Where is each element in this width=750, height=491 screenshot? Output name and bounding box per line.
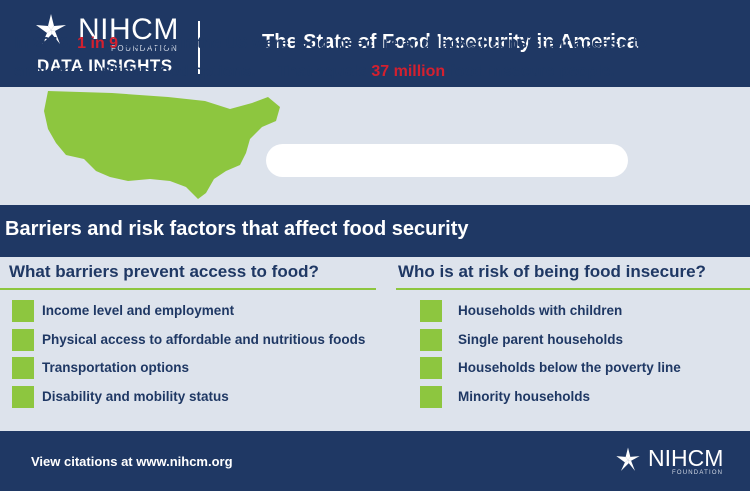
- footer-logo-brand-text: NIHCM: [648, 445, 724, 471]
- logo-foundation-text: FOUNDATION: [111, 44, 179, 53]
- stat-text: In 2018,: [14, 35, 78, 52]
- page-title: The State of Food Insecurity in America: [262, 31, 638, 53]
- barriers-panel: [0, 257, 390, 431]
- green-square-icon: [12, 300, 34, 322]
- stat-ratio: 1 in 9: [77, 35, 119, 52]
- risk-heading: Who is at risk of being food insecure?: [398, 262, 706, 281]
- header-banner: [0, 0, 750, 87]
- us-map-icon: [44, 91, 280, 199]
- green-square-icon: [420, 357, 442, 379]
- stat-text: people in the US were food insecure and …: [118, 35, 648, 52]
- stat-highlight-pill: [266, 144, 628, 177]
- green-square-icon: [12, 357, 34, 379]
- stat-sentence-line1: In 2018, 1 in 9 people in the US were fo…: [14, 35, 647, 53]
- green-square-icon: [12, 386, 34, 408]
- list-item-label: Disability and mobility status: [42, 389, 229, 404]
- list-item-label: Physical access to affordable and nutrit…: [42, 332, 366, 347]
- list-item-label: Transportation options: [42, 360, 189, 375]
- green-square-icon: [420, 329, 442, 351]
- header-divider: [198, 21, 200, 74]
- stat-text: food insecure people.: [445, 63, 615, 80]
- green-square-icon: [12, 329, 34, 351]
- list-item-label: Minority households: [458, 389, 591, 404]
- star-logo-icon: [36, 14, 66, 44]
- list-item-label: Single parent households: [458, 332, 624, 347]
- risk-rule: [396, 288, 750, 290]
- stat-text: That equals: [278, 63, 372, 80]
- citation-link[interactable]: View citations at www.nihcm.org: [31, 454, 233, 469]
- footer-nihcm-logo: NIHCM FOUNDATION: [614, 444, 724, 480]
- section-bar: [0, 205, 750, 257]
- footer-logo-foundation-text: FOUNDATION: [672, 470, 724, 476]
- stat-sentence-line2: enough nutritious food options.: [14, 63, 256, 80]
- stat-count: 37 million: [371, 63, 446, 80]
- stat-pill-text: That equals 37 million food insecure peo…: [278, 63, 615, 81]
- risk-panel: [390, 257, 750, 431]
- green-square-icon: [420, 300, 442, 322]
- section-title: Barriers and risk factors that affect fo…: [5, 218, 469, 240]
- list-item-label: Income level and employment: [42, 303, 235, 318]
- green-square-icon: [420, 386, 442, 408]
- data-insights-label: DATA INSIGHTS: [37, 56, 173, 75]
- stats-band: [0, 87, 750, 205]
- nihcm-logo: NIHCM FOUNDATION DATA INSIGHTS: [33, 10, 178, 80]
- logo-brand-text: NIHCM: [78, 13, 179, 46]
- barriers-rule: [0, 288, 376, 290]
- star-logo-icon: [616, 447, 640, 471]
- list-item-label: Households with children: [458, 303, 623, 318]
- barriers-heading: What barriers prevent access to food?: [9, 262, 319, 281]
- list-item-label: Households below the poverty line: [458, 360, 681, 375]
